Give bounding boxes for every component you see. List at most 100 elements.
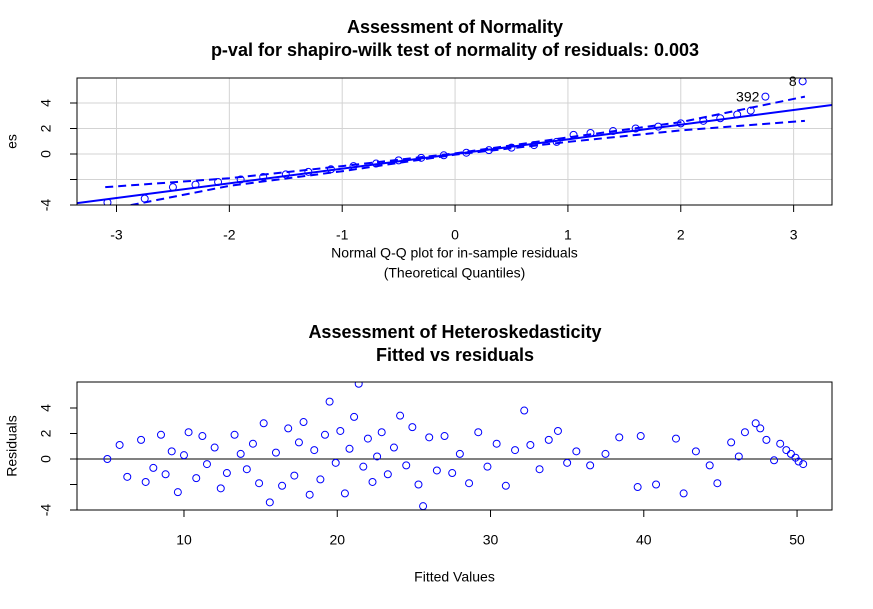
point [535,465,544,474]
point [281,170,290,179]
point [507,143,516,152]
point [290,471,299,480]
point [552,137,561,146]
point [455,449,464,458]
y-axis-label: Residuals [4,415,20,476]
point [149,463,158,472]
x-tick-label: 20 [329,532,345,548]
point [633,483,642,492]
point [501,481,510,490]
y-tick-label: -4 [38,504,54,517]
point [601,449,610,458]
point [265,498,274,507]
point [123,472,132,481]
point [255,479,264,488]
point [156,430,165,439]
point [305,490,314,499]
point [408,423,417,432]
point [679,489,688,498]
chart-title: Assessment of Heteroskedasticity [308,322,601,342]
reference-line [126,119,805,205]
point [394,156,403,165]
point [462,148,471,157]
point [586,461,595,470]
point [417,153,426,162]
x-tick-label: 50 [789,532,805,548]
point [798,78,807,86]
x-tick-label: 1 [564,227,572,243]
x-tick-label: 10 [176,532,192,548]
point [563,458,572,467]
point [631,124,640,133]
point [331,458,340,467]
point [340,489,349,498]
point [786,449,795,458]
point [103,198,112,205]
point [520,406,529,415]
point [115,440,124,449]
point [484,146,493,155]
point [511,446,520,455]
point [762,435,771,444]
x-tick-label: -1 [336,227,349,243]
point [259,172,268,181]
point [569,130,578,139]
point [474,428,483,437]
point [414,480,423,489]
plot-frame [76,77,833,206]
plot-area [77,78,832,205]
point [214,178,223,187]
point [363,434,372,443]
point [294,438,303,447]
point [402,461,411,470]
point [278,481,287,490]
reference-line [105,95,806,189]
point [299,418,308,427]
point [222,469,231,478]
point [236,449,245,458]
plot-frame [76,381,833,511]
point [326,165,335,174]
point [202,460,211,469]
point [325,397,334,406]
point [676,119,685,128]
point [654,122,663,131]
point [799,460,808,469]
point [733,110,742,119]
point [216,484,225,493]
point [192,474,201,483]
point [389,443,398,452]
point [713,479,722,488]
point [372,159,381,168]
point [242,465,251,474]
point [530,141,539,150]
point [699,116,708,125]
point [210,443,219,452]
point [373,452,382,461]
point [483,462,492,471]
point [465,479,474,488]
point [320,430,329,439]
point [230,430,239,439]
point [396,411,405,420]
x-tick-label: -2 [223,227,236,243]
point [776,439,785,448]
x-tick-label: 30 [483,532,499,548]
point [716,114,725,123]
point [705,461,714,470]
point [671,434,680,443]
y-axis-label: es [4,134,20,149]
x-axis-label: (Theoretical Quantiles) [384,265,526,281]
point-label: 392 [736,88,760,104]
point [691,447,700,456]
point [440,432,449,441]
x-axis-label: Normal Q-Q plot for in-sample residuals [331,245,578,261]
point [248,439,257,448]
point [734,452,743,461]
y-tick-label: 2 [38,429,54,437]
point-label: 8 [789,73,797,89]
x-tick-label: 40 [636,532,652,548]
point [198,432,207,441]
point [316,475,325,484]
